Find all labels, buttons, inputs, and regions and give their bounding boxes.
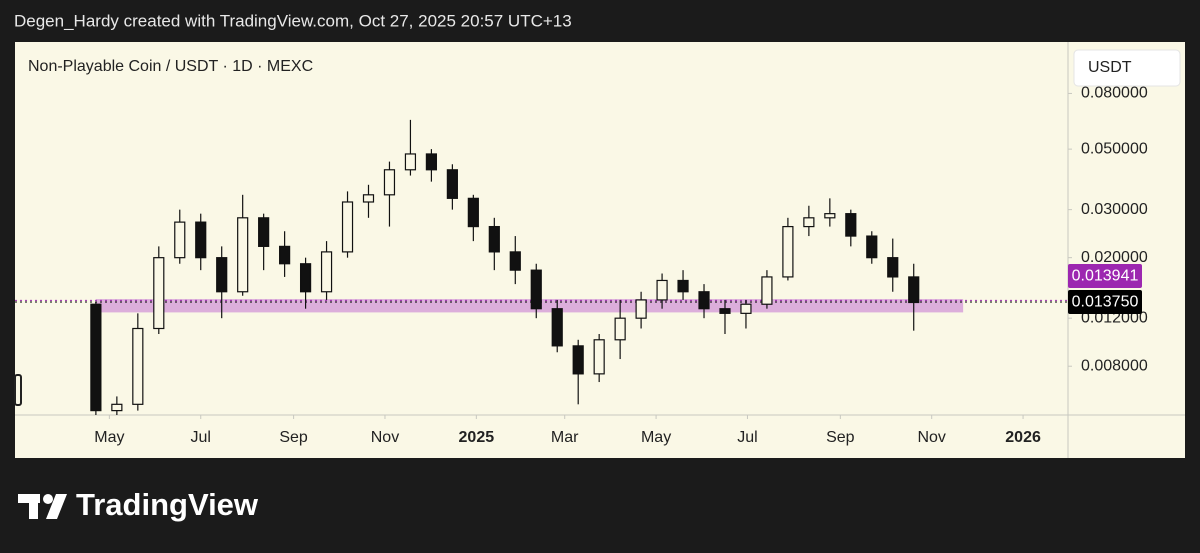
credit: Degen_Hardy created with TradingView.com… <box>14 11 572 30</box>
candle-body <box>866 235 878 259</box>
candle-body <box>593 339 605 375</box>
x-tick-label: Nov <box>917 429 945 446</box>
candle-body <box>132 327 144 405</box>
candle-body <box>803 217 815 228</box>
candle-body <box>845 213 857 237</box>
x-tick-label: Jul <box>737 429 757 446</box>
candle-body <box>614 317 626 341</box>
candle-body <box>404 153 417 171</box>
price-marker-label: 0.013941 <box>1072 267 1139 284</box>
candle-body <box>299 263 312 293</box>
scroll-handle[interactable] <box>14 374 22 406</box>
candle-body <box>362 194 375 203</box>
logo-part <box>29 494 38 519</box>
candle-body <box>174 221 186 259</box>
candle-body <box>425 153 438 171</box>
candle-body <box>908 276 920 304</box>
candle-body <box>509 251 521 271</box>
candle-body <box>195 221 207 259</box>
candle-body <box>782 225 794 278</box>
candle-body <box>740 303 752 314</box>
y-tick-label: 0.050000 <box>1081 140 1148 157</box>
candle-body <box>530 269 542 310</box>
x-tick-label: 2025 <box>459 429 495 446</box>
y-tick-label: 0.008000 <box>1081 357 1148 374</box>
x-tick-label: Sep <box>826 429 855 446</box>
candle-body <box>467 197 479 228</box>
candle-body <box>572 345 584 375</box>
price-marker <box>1068 264 1142 289</box>
currency-box[interactable] <box>1073 49 1181 87</box>
currency[interactable]: USDT <box>1088 59 1132 76</box>
candle-body <box>216 257 228 293</box>
x-tick-label: 2026 <box>1005 429 1041 446</box>
price-marker-label: 0.013750 <box>1072 293 1139 310</box>
chart-panel <box>15 42 1185 458</box>
chart-title: Non-Playable Coin / USDT · 1D · MEXC <box>28 58 313 75</box>
logo <box>18 494 67 519</box>
y-tick-label: 0.030000 <box>1081 201 1148 218</box>
candle-body <box>237 217 249 293</box>
price-marker <box>1068 290 1142 315</box>
candle-body <box>677 279 689 293</box>
candle-body <box>887 257 899 278</box>
candle-body <box>90 303 102 412</box>
candle-body <box>153 257 165 330</box>
x-tick-label: May <box>641 429 671 446</box>
candle-body <box>656 279 668 301</box>
x-tick-label: May <box>94 429 124 446</box>
candle-body <box>551 308 563 347</box>
candle-body <box>635 299 647 319</box>
candle-body <box>446 169 458 199</box>
brand: TradingView <box>76 487 259 522</box>
candle-body <box>279 245 291 265</box>
y-tick-label: 0.080000 <box>1081 85 1148 102</box>
candle-body <box>341 201 354 253</box>
candle-body <box>824 213 836 219</box>
candle-body <box>320 251 333 293</box>
zone <box>95 299 964 313</box>
candle-body <box>698 291 710 310</box>
plot <box>15 119 1068 415</box>
x-tick-label: Mar <box>551 429 579 446</box>
candle-body <box>111 403 123 412</box>
x-tick-label: Sep <box>279 429 308 446</box>
candle-body <box>719 308 731 314</box>
candle-body <box>761 276 773 305</box>
candle-body <box>383 169 396 196</box>
x-tick-label: Jul <box>191 429 211 446</box>
x-tick-label: Nov <box>371 429 399 446</box>
logo-part <box>46 494 67 519</box>
y-tick-label: 0.020000 <box>1081 249 1148 266</box>
candle-body <box>258 217 270 247</box>
logo-part <box>43 494 53 504</box>
candle-body <box>488 225 500 253</box>
